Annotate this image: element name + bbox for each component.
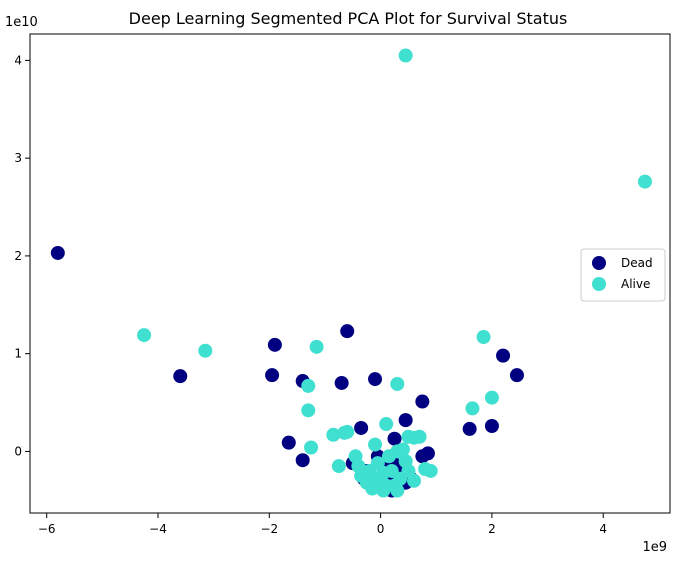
- data-point-dead: [340, 324, 355, 339]
- data-point-alive: [412, 429, 427, 444]
- data-point-alive: [465, 401, 480, 416]
- chart-title: Deep Learning Segmented PCA Plot for Sur…: [129, 9, 568, 28]
- data-point-alive: [337, 425, 352, 440]
- plot-area: [50, 48, 652, 498]
- data-point-alive: [484, 390, 499, 405]
- data-point-alive: [301, 403, 316, 418]
- data-point-alive: [398, 48, 413, 63]
- data-point-dead: [496, 348, 511, 363]
- data-point-dead: [368, 372, 383, 387]
- data-point-alive: [393, 471, 408, 486]
- legend-label-alive: Alive: [621, 277, 650, 291]
- data-point-alive: [381, 449, 396, 464]
- data-point-dead: [295, 453, 310, 468]
- y-tick-label: 4: [14, 53, 22, 67]
- data-point-alive: [198, 343, 213, 358]
- data-point-dead: [387, 431, 402, 446]
- data-point-dead: [281, 435, 296, 450]
- data-point-dead: [354, 420, 369, 435]
- series-alive: [137, 48, 652, 498]
- data-point-dead: [420, 446, 435, 461]
- data-point-alive: [390, 376, 405, 391]
- data-point-alive: [379, 417, 394, 432]
- x-tick-label: −4: [149, 522, 167, 536]
- x-tick-label: 0: [377, 522, 385, 536]
- legend-marker-alive: [592, 277, 606, 291]
- x-tick-label: −2: [260, 522, 278, 536]
- y-tick-label: 1: [14, 347, 22, 361]
- data-point-alive: [331, 459, 346, 474]
- data-point-alive: [137, 328, 152, 343]
- x-offset-label: 1e9: [642, 540, 667, 555]
- data-point-alive: [476, 330, 491, 345]
- x-tick-label: 4: [599, 522, 607, 536]
- data-point-dead: [267, 337, 282, 352]
- data-point-alive: [390, 483, 405, 498]
- data-point-alive: [304, 440, 319, 455]
- data-point-dead: [415, 394, 430, 409]
- y-tick-label: 2: [14, 249, 22, 263]
- data-point-alive: [301, 378, 316, 393]
- data-point-dead: [398, 413, 413, 428]
- data-point-alive: [376, 483, 391, 498]
- data-point-alive: [368, 437, 383, 452]
- data-point-alive: [365, 481, 380, 496]
- axes-frame: [29, 33, 671, 514]
- data-point-dead: [509, 368, 524, 383]
- legend: Dead Alive: [580, 248, 666, 302]
- legend-label-dead: Dead: [621, 256, 653, 270]
- data-point-alive: [423, 463, 438, 478]
- data-point-alive: [309, 339, 324, 354]
- data-point-dead: [462, 421, 477, 436]
- data-point-alive: [407, 473, 421, 488]
- data-point-dead: [265, 368, 280, 383]
- x-tick-label: −6: [38, 522, 56, 536]
- y-tick-label: 3: [14, 151, 22, 165]
- data-point-alive: [637, 174, 652, 189]
- legend-marker-dead: [592, 256, 606, 270]
- data-point-dead: [484, 418, 499, 433]
- data-point-alive: [376, 465, 391, 480]
- data-point-dead: [50, 245, 65, 260]
- x-tick-label: 2: [488, 522, 496, 536]
- data-point-dead: [173, 369, 188, 384]
- data-point-dead: [334, 375, 349, 390]
- data-point-alive: [326, 427, 341, 442]
- y-offset-label: 1e10: [5, 15, 38, 30]
- data-point-alive: [398, 454, 413, 469]
- y-tick-label: 0: [14, 444, 22, 458]
